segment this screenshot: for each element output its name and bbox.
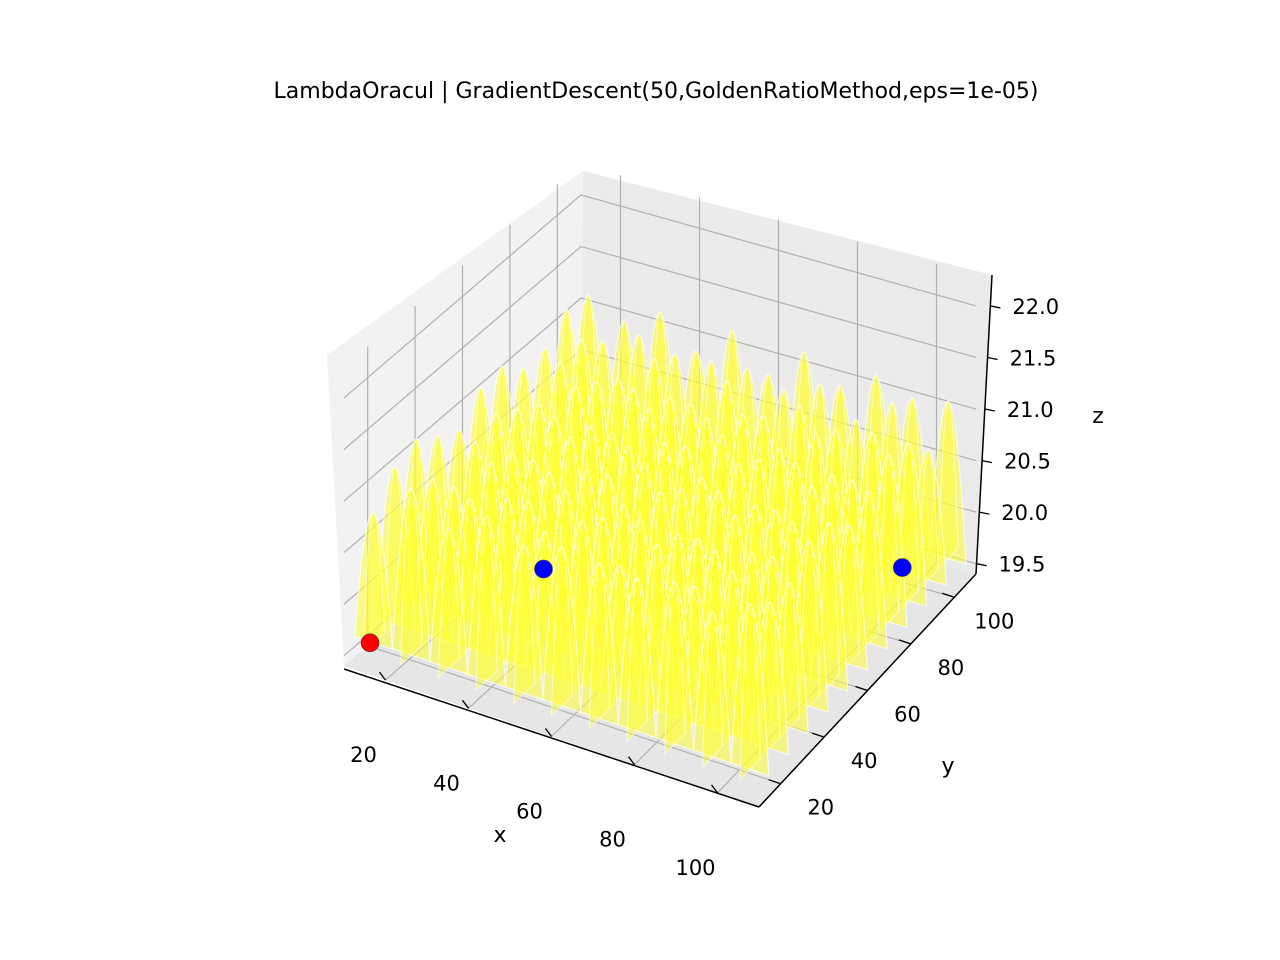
x-tick-label: 20	[350, 743, 377, 767]
surface-peak	[437, 528, 460, 679]
surface-peak	[475, 516, 498, 692]
z-tick	[976, 563, 987, 567]
surface	[354, 294, 967, 782]
chart-title: LambdaOracul | GradientDescent(50,Golden…	[274, 79, 1039, 104]
y-tick-label: 60	[894, 703, 921, 727]
y-tick-label: 20	[807, 796, 834, 820]
x-tick-label: 60	[516, 800, 543, 824]
z-axis-line	[975, 274, 993, 575]
surface-peak	[550, 546, 573, 718]
x-tick	[461, 699, 470, 709]
x-tick-label: 100	[675, 856, 715, 880]
x-tick	[627, 756, 636, 766]
z-tick-label: 20.0	[1001, 501, 1048, 525]
surface-peak	[513, 544, 536, 705]
y-tick-label: 40	[851, 749, 878, 773]
z-tick-label: 22.0	[1012, 295, 1059, 319]
z-tick	[979, 511, 990, 515]
z-tick	[990, 305, 1001, 309]
y-tick-label: 80	[938, 656, 965, 680]
y-gridline	[367, 645, 781, 785]
z-tick	[981, 459, 993, 464]
x-tick	[544, 728, 553, 737]
y-tick	[898, 639, 912, 645]
surface-peak	[626, 578, 648, 743]
z-tick	[984, 408, 995, 412]
z-tick	[987, 356, 998, 361]
y-tick	[811, 732, 825, 738]
scatter-point	[534, 559, 553, 579]
scatter-point	[360, 633, 380, 653]
y-tick-label: 100	[974, 609, 1014, 633]
z-gridline	[343, 245, 977, 450]
surface-peak	[858, 491, 880, 655]
z-tick-group: 19.5 20.0 20.5 21.0 21.5 22.0	[976, 295, 1059, 577]
surface-peak	[588, 562, 611, 730]
x-axis-label: x	[493, 823, 506, 848]
surface-peak	[937, 400, 959, 571]
z-tick-label: 21.5	[1010, 346, 1057, 370]
x-tick	[710, 784, 719, 794]
y-tick	[855, 685, 868, 692]
surface-peak	[664, 581, 686, 756]
y-tick	[768, 779, 781, 785]
x-tick	[378, 671, 387, 681]
scatter-point	[892, 558, 912, 577]
z-axis-label: z	[1092, 404, 1104, 429]
x-tick-label: 80	[599, 828, 626, 852]
y-tick-group: 20 40 60 80 100	[768, 592, 1014, 820]
y-axis-label: y	[941, 754, 954, 779]
x-axis-line	[343, 668, 760, 808]
x-tick-label: 40	[433, 771, 460, 795]
surface-peak	[362, 511, 385, 653]
z-tick-label: 21.0	[1007, 398, 1054, 422]
surface-peak	[701, 611, 723, 769]
z-gridline	[343, 297, 977, 502]
surface-peak	[739, 603, 761, 782]
y-tick	[942, 592, 955, 598]
surface-peak	[400, 488, 423, 666]
z-tick-label: 19.5	[999, 553, 1046, 577]
scatter-points	[360, 558, 912, 653]
z-gridline	[343, 194, 977, 399]
x-tick-group: 20 40 60 80 100	[350, 671, 719, 880]
z-tick-label: 20.5	[1004, 450, 1051, 474]
